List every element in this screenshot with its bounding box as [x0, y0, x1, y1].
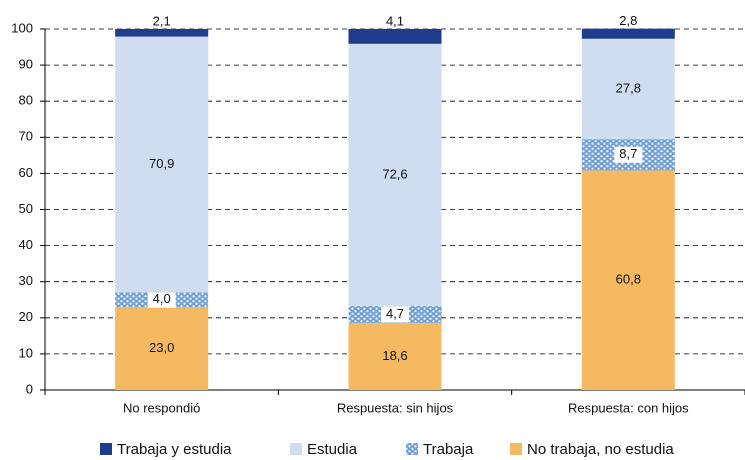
- label-bg: [614, 146, 643, 163]
- y-tick-label: 100: [11, 20, 33, 35]
- label-bg: [147, 291, 176, 308]
- y-tick-label: 80: [19, 93, 33, 108]
- y-tick-label: 40: [19, 237, 33, 252]
- y-tick-label: 90: [19, 57, 33, 72]
- y-tick-label: 20: [19, 309, 33, 324]
- data-label: 23,0: [149, 340, 174, 355]
- bar-segment: [115, 36, 209, 293]
- bar-segment: [348, 29, 442, 44]
- y-tick-label: 10: [19, 345, 33, 360]
- bar-segment: [115, 306, 209, 390]
- label-bg: [381, 306, 409, 323]
- legend-label: Estudia: [307, 441, 358, 458]
- legend-swatch: [510, 443, 522, 455]
- data-label: 2,1: [153, 13, 171, 28]
- y-tick-label: 30: [19, 273, 33, 288]
- data-label: 27,8: [616, 80, 641, 95]
- data-label: 4,7: [386, 306, 404, 321]
- x-tick-label: Respuesta: con hijos: [568, 400, 689, 415]
- x-tick-label: Respuesta: sin hijos: [337, 400, 454, 415]
- legend-label: Trabaja: [423, 441, 474, 458]
- bar-segment: [115, 29, 209, 37]
- data-label: 18,6: [382, 348, 407, 363]
- data-label: 2,8: [619, 13, 637, 28]
- data-label: 70,9: [149, 156, 174, 171]
- bar-segment: [348, 322, 442, 390]
- data-label: 8,7: [619, 146, 637, 161]
- data-label: 72,6: [382, 166, 407, 181]
- data-label: 4,0: [153, 291, 171, 306]
- data-label: 60,8: [616, 272, 641, 287]
- legend-swatch: [290, 443, 302, 455]
- legend-label: Trabaja y estudia: [117, 441, 232, 458]
- y-tick-label: 0: [26, 381, 33, 396]
- bar-segment: [581, 38, 675, 140]
- y-tick-label: 60: [19, 165, 33, 180]
- legend-swatch: [100, 443, 112, 455]
- y-tick-label: 50: [19, 201, 33, 216]
- x-tick-label: No respondió: [123, 400, 200, 415]
- y-tick-label: 70: [19, 129, 33, 144]
- legend-swatch: [406, 443, 418, 455]
- bar-segment: [581, 28, 675, 39]
- legend-label: No trabaja, no estudia: [527, 441, 674, 458]
- bar-segment: [581, 170, 675, 390]
- bar-segment: [348, 43, 442, 306]
- data-label: 4,1: [386, 13, 404, 28]
